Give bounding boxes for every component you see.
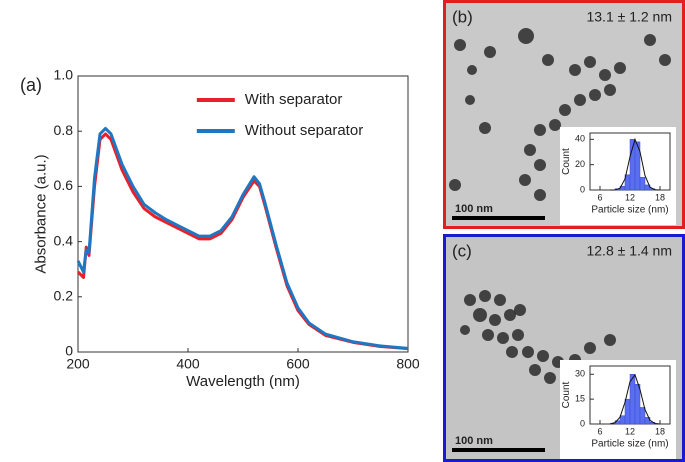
y-axis-label: Count (561, 381, 572, 408)
x-tick-label: 6 (597, 426, 602, 436)
y-tick-label: 20 (575, 159, 585, 169)
panel-label: (c) (452, 241, 472, 260)
histogram-bar (639, 177, 646, 191)
y-tick-label: 15 (575, 394, 585, 404)
scale-bar-label: 100 nm (455, 435, 493, 447)
fit-curve (609, 373, 661, 425)
legend-label: With separator (245, 91, 343, 108)
x-tick-label: 12 (625, 192, 635, 202)
y-axis-label: Count (561, 148, 572, 175)
x-tick-label: 400 (176, 355, 200, 371)
y-tick-label: 0.4 (54, 232, 74, 248)
y-tick-label: 1.0 (54, 67, 74, 83)
x-tick-label: 18 (655, 192, 665, 202)
data-line (76, 132, 409, 351)
histogram-bar (629, 374, 636, 425)
size-annotation: 13.1 ± 1.2 nm (586, 9, 672, 25)
data-line (76, 126, 409, 350)
x-tick-label: 200 (66, 355, 90, 371)
histogram-bar (624, 398, 631, 425)
histogram-bar (639, 407, 646, 425)
inset-background (560, 360, 676, 459)
x-axis-label: Particle size (nm) (591, 205, 668, 216)
y-tick-label: 0.8 (54, 122, 74, 138)
x-tick-label: 12 (625, 426, 635, 436)
panel-label: (a) (20, 75, 42, 95)
fit-curve (609, 137, 661, 191)
histogram-bar (634, 141, 641, 191)
panel-label: (b) (452, 7, 473, 26)
y-tick-label: 0.6 (54, 177, 74, 193)
y-tick-label: 0 (65, 343, 73, 359)
x-tick-label: 18 (655, 426, 665, 436)
x-tick-label: 800 (396, 355, 420, 371)
inset-background (560, 127, 676, 225)
histogram-bar (619, 415, 626, 425)
x-axis-label: Wavelength (nm) (186, 373, 300, 390)
size-annotation: 12.8 ± 1.4 nm (586, 243, 672, 259)
x-axis-label: Particle size (nm) (591, 439, 668, 450)
y-tick-label: 0.2 (54, 288, 74, 304)
x-tick-label: 6 (597, 192, 602, 202)
plot-frame (77, 75, 409, 353)
y-tick-label: 30 (575, 369, 585, 379)
y-axis-label: Absorbance (a.u.) (33, 154, 50, 273)
legend-label: Without separator (245, 122, 363, 139)
y-tick-label: 0 (580, 418, 585, 428)
y-tick-label: 40 (575, 134, 585, 144)
scale-bar-label: 100 nm (455, 203, 493, 215)
y-tick-label: 0 (580, 184, 585, 194)
x-tick-label: 600 (286, 355, 310, 371)
histogram-bar (634, 383, 641, 425)
